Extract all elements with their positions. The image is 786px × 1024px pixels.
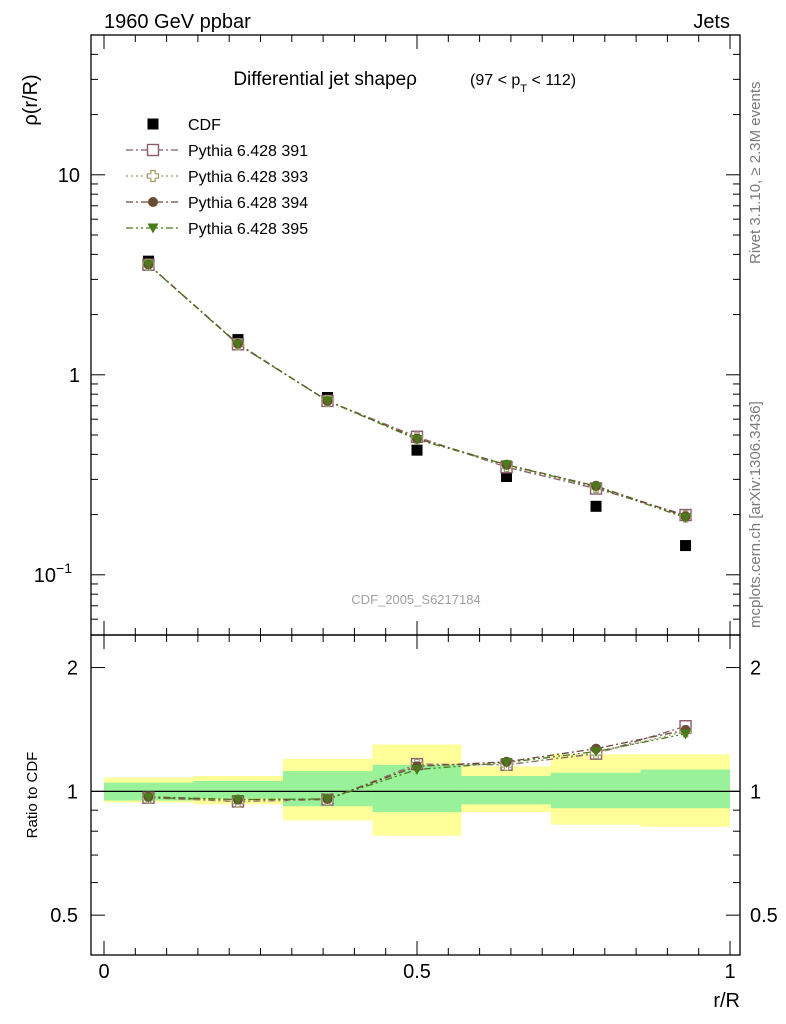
data-point-s4-0	[142, 260, 154, 271]
data-point-s0-4	[501, 471, 513, 483]
main-title-sub-suffix: < 112)	[527, 72, 576, 89]
legend-marker-1	[146, 143, 160, 157]
band-inner-1	[193, 780, 284, 799]
data-point-s4-5	[590, 482, 602, 493]
legend: CDF Pythia 6.428 391 Pythia 6.428 393 Pythi…	[126, 117, 308, 238]
legend-label-1: Pythia 6.428 391	[188, 143, 308, 160]
data-point-s4-1	[232, 339, 244, 350]
main-ytick-label-exp: −1	[56, 560, 72, 576]
legend-marker-3	[148, 197, 158, 207]
data-point-s4-3	[411, 434, 423, 445]
legend-marker-2	[146, 169, 160, 183]
data-point-s0-5	[590, 500, 602, 512]
ratio-panel: 0.5 0.5 1 1 2 2 0 0.5 1 Ratio to CDF r/R	[24, 634, 778, 1012]
main-title-sub-index: T	[520, 83, 527, 95]
legend-marker-0	[147, 118, 159, 130]
band-inner-6	[640, 769, 730, 809]
watermark: CDF_2005_S6217184	[351, 592, 480, 607]
main-ylabel: ρ(r/R)	[20, 74, 42, 125]
main-ytick-label: 10	[58, 165, 80, 187]
ratio-ytick-label-right: 0.5	[750, 905, 778, 927]
ratio-plot-marks	[91, 720, 740, 836]
legend-label-0: CDF	[188, 117, 221, 134]
ratio-ytick-label-left: 1	[67, 781, 78, 803]
ratio-point-s3-0	[142, 793, 154, 804]
main-ytick-label-base: 10	[34, 565, 56, 587]
rivet-label: Rivet 3.1.10, ≥ 2.3M events	[747, 82, 764, 265]
main-plot-marks	[142, 255, 692, 552]
ratio-ytick-label-left: 2	[67, 658, 78, 680]
main-ytick-label: 10−1	[34, 560, 72, 587]
ratio-axes: 0.5 0.5 1 1 2 2 0 0.5 1	[50, 635, 778, 983]
header-left: 1960 GeV ppbar	[104, 11, 251, 33]
legend-label-3: Pythia 6.428 394	[188, 195, 308, 212]
band-inner-5	[550, 772, 641, 809]
ratio-point-s3-6	[680, 729, 692, 740]
data-point-s0-6	[680, 540, 692, 552]
xlabel: r/R	[713, 990, 740, 1012]
ratio-point-s3-5	[590, 747, 602, 758]
ratio-xtick-label: 1	[724, 961, 735, 983]
main-ytick-label: 1	[69, 365, 80, 387]
main-title-sub: (97 < pT < 112)	[470, 72, 576, 95]
ratio-point-s3-2	[321, 794, 333, 805]
ratio-point-s3-3	[411, 765, 423, 776]
series-line-4	[147, 264, 686, 519]
data-point-s4-6	[680, 513, 692, 524]
main-title-sub-prefix: (97 < p	[470, 72, 520, 89]
ratio-xtick-label: 0	[98, 961, 109, 983]
series-line-2	[147, 264, 686, 517]
band-inner-4	[461, 775, 551, 805]
data-point-s0-3	[411, 444, 423, 456]
legend-marker-4	[147, 223, 159, 234]
ratio-ytick-label-left: 0.5	[50, 905, 78, 927]
data-point-s4-4	[501, 460, 513, 471]
ratio-xtick-label: 0.5	[403, 961, 431, 983]
legend-label-4: Pythia 6.428 395	[188, 221, 308, 238]
legend-label-2: Pythia 6.428 393	[188, 169, 308, 186]
main-title: Differential jet shapeρ	[233, 69, 417, 90]
data-point-s4-2	[321, 396, 333, 407]
series-line-3	[147, 264, 686, 517]
mcplots-label: mcplots.cern.ch [arXiv:1306.3436]	[747, 401, 764, 628]
ratio-ytick-label-right: 1	[750, 781, 761, 803]
ratio-ytick-label-right: 2	[750, 658, 761, 680]
header-right: Jets	[693, 11, 730, 33]
series-line-1	[147, 264, 686, 516]
ratio-frame	[90, 634, 741, 956]
ratio-point-s3-1	[232, 795, 244, 806]
ratio-ylabel: Ratio to CDF	[24, 752, 41, 839]
ratio-point-s3-4	[501, 758, 513, 769]
